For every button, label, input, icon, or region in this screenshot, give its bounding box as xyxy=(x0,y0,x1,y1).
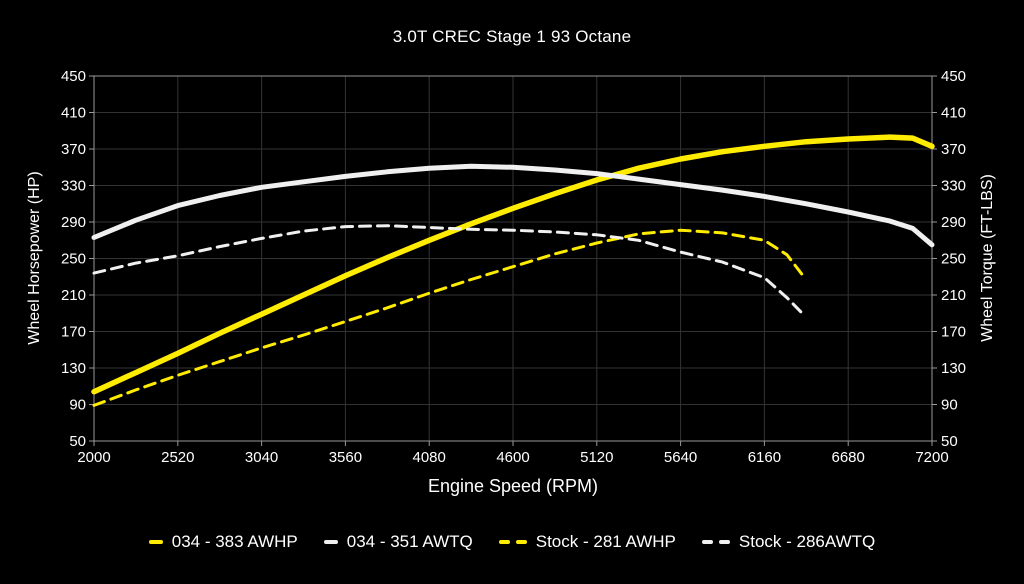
left-axis-tick-label: 370 xyxy=(61,141,86,158)
legend-item-0: 034 - 383 AWHP xyxy=(148,532,298,552)
legend-label: 034 - 351 AWTQ xyxy=(346,532,473,551)
x-axis-tick-label: 6680 xyxy=(832,449,865,466)
legend-label: Stock - 281 AWHP xyxy=(535,532,676,551)
x-axis-tick-label: 6160 xyxy=(748,449,781,466)
legend-dashed-line-sample xyxy=(498,540,527,544)
left-axis-tick-label: 170 xyxy=(61,324,86,341)
left-axis-tick-label: 50 xyxy=(69,433,86,450)
left-axis-tick-label: 410 xyxy=(61,105,86,122)
left-axis-tick-label: 90 xyxy=(69,397,86,414)
legend-solid-line-sample xyxy=(148,540,163,544)
x-axis-tick-label: 7200 xyxy=(915,449,948,466)
left-axis-tick-label: 210 xyxy=(61,287,86,304)
x-axis-tick-label: 2520 xyxy=(161,449,194,466)
right-axis-tick-label: 50 xyxy=(941,433,958,450)
left-axis-title: Wheel Horsepower (HP) xyxy=(26,171,43,345)
right-axis-tick-label: 130 xyxy=(941,360,966,377)
right-axis-tick-label: 330 xyxy=(941,178,966,195)
left-axis-tick-label: 130 xyxy=(61,360,86,377)
x-axis-tick-label: 5120 xyxy=(580,449,613,466)
x-axis-tick-label: 3560 xyxy=(329,449,362,466)
x-axis-title: Engine Speed (RPM) xyxy=(427,476,599,496)
right-axis-tick-label: 90 xyxy=(941,397,958,414)
left-axis-tick-label: 290 xyxy=(61,214,86,231)
x-axis-tick-label: 4600 xyxy=(496,449,529,466)
right-axis-tick-label: 210 xyxy=(941,287,966,304)
left-axis-tick-label: 250 xyxy=(61,251,86,268)
series-line-stock-awtq xyxy=(92,224,805,316)
legend-dashed-line-sample xyxy=(701,540,730,544)
right-axis-tick-label: 410 xyxy=(941,105,966,122)
x-axis-tick-label: 2000 xyxy=(77,449,110,466)
series-line-stock-awhp xyxy=(92,228,805,407)
x-axis-tick-label: 4080 xyxy=(413,449,446,466)
right-axis-tick-label: 290 xyxy=(941,214,966,231)
right-axis-title: Wheel Torque (FT-LBS) xyxy=(979,174,996,342)
legend-item-1: 034 - 351 AWTQ xyxy=(323,532,473,552)
legend-solid-line-sample xyxy=(323,540,338,544)
legend-item-3: Stock - 286AWTQ xyxy=(701,532,876,552)
right-axis-tick-label: 370 xyxy=(941,141,966,158)
left-axis-tick-label: 450 xyxy=(61,68,86,85)
left-axis-tick-label: 330 xyxy=(61,178,86,195)
legend-label: Stock - 286AWTQ xyxy=(738,532,876,551)
right-axis-tick-label: 450 xyxy=(941,68,966,85)
chart-title: 3.0T CREC Stage 1 93 Octane xyxy=(392,27,632,46)
right-axis-tick-label: 170 xyxy=(941,324,966,341)
series-line-034-awtq xyxy=(91,163,935,248)
right-axis-tick-label: 250 xyxy=(941,251,966,268)
legend-item-2: Stock - 281 AWHP xyxy=(498,532,676,552)
x-axis-tick-label: 3040 xyxy=(245,449,278,466)
legend-label: 034 - 383 AWHP xyxy=(171,532,298,551)
series-line-034-awhp xyxy=(91,134,935,395)
x-axis-tick-label: 5640 xyxy=(664,449,697,466)
legend: 034 - 383 AWHP 034 - 351 AWTQ Stock - 281 … xyxy=(0,532,1024,552)
